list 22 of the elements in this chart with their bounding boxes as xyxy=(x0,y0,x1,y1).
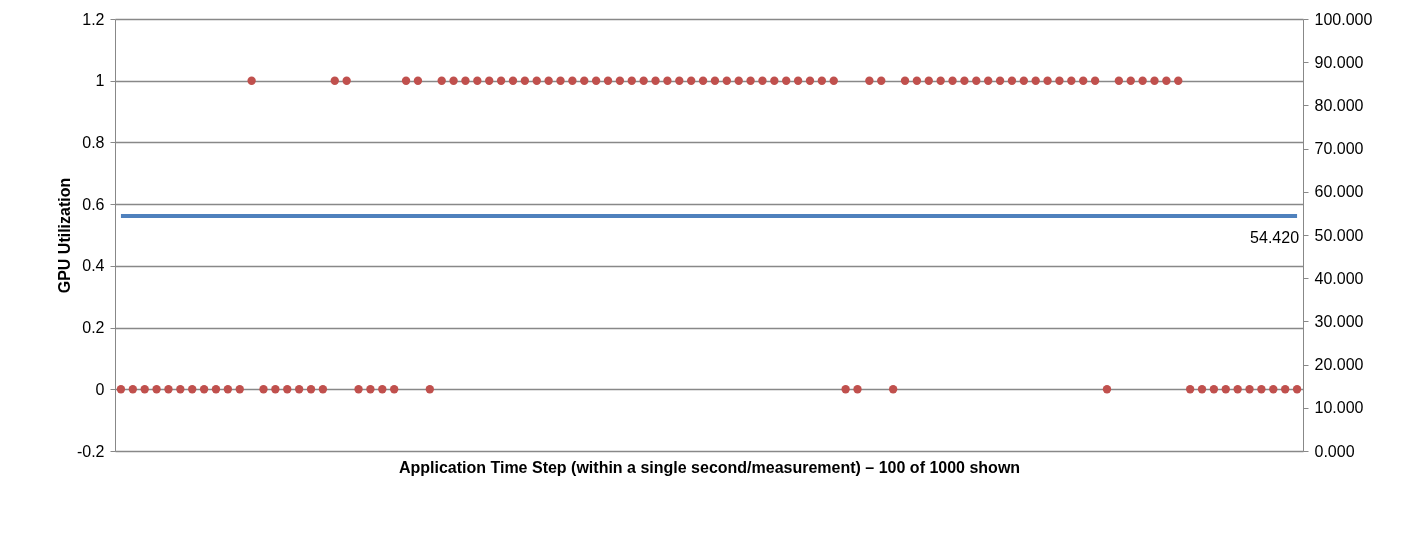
y-tick-label: 0.2 xyxy=(82,319,105,337)
y-tick-label: 0.6 xyxy=(82,195,105,213)
x-axis-title: Application Time Step (within a single second/measurement) – 100 of 1000 shown xyxy=(398,458,1021,476)
y-axis-title: GPU Utilization xyxy=(55,177,73,294)
y2-tick-label: 30.000 xyxy=(1314,312,1364,330)
y2-tick-label: 20.000 xyxy=(1314,356,1364,374)
y-tick-label: 0.8 xyxy=(82,133,105,151)
y2-tick-label: 40.000 xyxy=(1314,269,1364,287)
y-tick-label: 1 xyxy=(95,72,105,90)
y-tick-label: 0.4 xyxy=(82,257,105,275)
y-tick-label: 1.2 xyxy=(82,10,105,28)
y2-tick-label: 60.000 xyxy=(1314,183,1364,201)
y2-tick-label: 50.000 xyxy=(1314,226,1364,244)
y2-tick-label: 100.000 xyxy=(1314,10,1373,28)
y-tick-label: 0 xyxy=(95,380,105,398)
y2-tick-label: 70.000 xyxy=(1314,140,1364,158)
y2-tick-label: 90.000 xyxy=(1314,53,1364,71)
y2-tick-label: 10.000 xyxy=(1314,399,1364,417)
y2-tick-label: 0.000 xyxy=(1314,442,1355,460)
data-label: 54.420 xyxy=(1250,228,1300,246)
y-tick-label: -0.2 xyxy=(76,442,105,460)
y2-tick-label: 80.000 xyxy=(1314,96,1364,114)
